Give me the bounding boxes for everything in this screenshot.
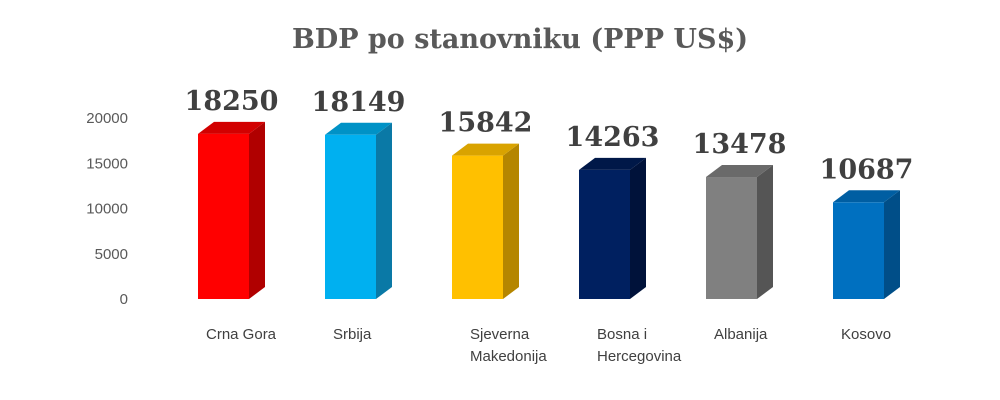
x-tick-label: Sjeverna Makedonija: [470, 326, 547, 365]
bar: [452, 143, 519, 299]
x-tick-label: Kosovo: [841, 326, 891, 343]
bar-front-face: [198, 133, 249, 299]
bar-side-face: [630, 157, 646, 299]
chart-title: BDP po stanovniku (PPP US$): [292, 24, 748, 55]
bar-top-face: [198, 121, 265, 134]
bar: [198, 121, 265, 300]
data-labels: 18250 18149 15842 14263 13478 10687: [185, 86, 914, 185]
bar-side-face: [757, 165, 773, 299]
x-tick-label-line: Sjeverna: [470, 326, 530, 343]
data-label: 18250: [185, 86, 279, 117]
x-tick-label: Bosna i Hercegovina: [597, 326, 682, 365]
bar: [706, 165, 773, 299]
y-axis: 0 5000 10000 15000 20000: [86, 110, 128, 308]
data-label: 18149: [312, 87, 406, 118]
bar-top-face: [579, 157, 646, 170]
x-tick-label-line: Srbija: [333, 326, 372, 343]
bar-side-face: [376, 122, 392, 299]
x-tick-label: Srbija: [333, 326, 372, 343]
x-tick-label: Crna Gora: [206, 326, 277, 343]
bar: [325, 122, 392, 299]
x-tick-label-line: Crna Gora: [206, 326, 277, 343]
y-tick-label: 0: [120, 291, 128, 308]
bar-front-face: [325, 134, 376, 299]
x-tick-label-line: Makedonija: [470, 348, 547, 365]
x-tick-label: Albanija: [714, 326, 768, 343]
x-tick-label-line: Albanija: [714, 326, 768, 343]
bar-front-face: [579, 169, 630, 299]
bar-front-face: [452, 155, 503, 299]
y-tick-label: 5000: [95, 246, 128, 263]
x-axis: Crna Gora Srbija Sjeverna Makedonija Bosna i…: [206, 326, 891, 365]
data-label: 10687: [820, 154, 914, 185]
y-tick-label: 10000: [86, 201, 128, 218]
x-tick-label-line: Hercegovina: [597, 348, 682, 365]
bar: [579, 157, 646, 299]
bar-top-face: [325, 122, 392, 135]
bar-front-face: [833, 202, 884, 299]
data-label: 14263: [566, 122, 660, 153]
bar: [833, 190, 900, 299]
bars: [198, 121, 900, 300]
data-label: 13478: [693, 129, 787, 160]
x-tick-label-line: Bosna i: [597, 326, 647, 343]
y-tick-label: 15000: [86, 155, 128, 172]
bar-top-face: [452, 143, 519, 156]
bar-side-face: [884, 190, 900, 299]
data-label: 15842: [439, 108, 533, 139]
bar-side-face: [249, 121, 265, 300]
bar-top-face: [833, 190, 900, 203]
x-tick-label-line: Kosovo: [841, 326, 891, 343]
bar-side-face: [503, 143, 519, 299]
y-tick-label: 20000: [86, 110, 128, 127]
bar-top-face: [706, 165, 773, 178]
bar-front-face: [706, 177, 757, 299]
